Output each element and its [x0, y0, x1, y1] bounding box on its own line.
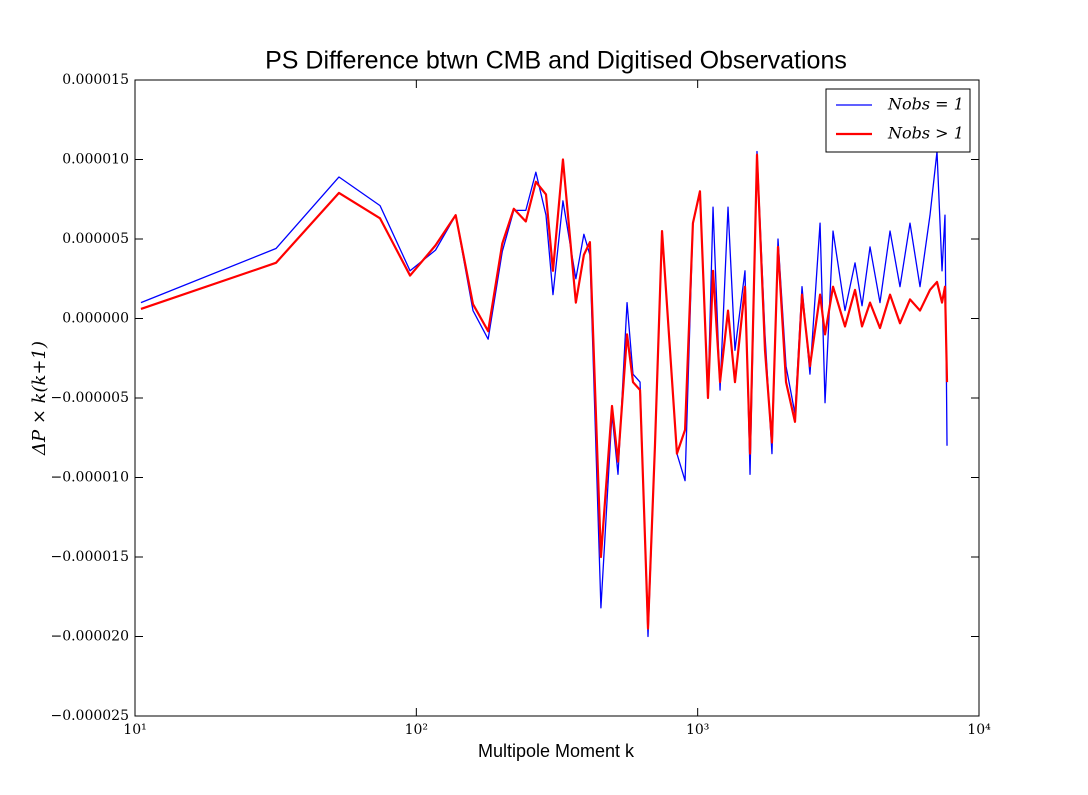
x-axis-label: Multipole Moment k: [478, 741, 635, 761]
y-tick-label: 0.000010: [62, 152, 129, 168]
y-tick-label: −0.000010: [50, 470, 129, 486]
x-tick-label: 10³: [686, 722, 709, 738]
y-axis-label: ΔP × k(k+1): [29, 341, 50, 456]
y-tick-label: −0.000025: [50, 708, 129, 724]
y-tick-label: 0.000005: [62, 231, 129, 247]
plot-frame: [134, 79, 980, 717]
x-tick-label: 10²: [405, 722, 428, 738]
y-tick-label: −0.000015: [50, 549, 129, 565]
y-tick-label: 0.000015: [62, 72, 129, 88]
x-tick-label: 10⁴: [967, 722, 991, 738]
legend-box: [825, 88, 971, 153]
x-tick-label: 10¹: [123, 722, 146, 738]
y-tick-label: −0.000005: [50, 390, 129, 406]
legend-label: Nobs > 1: [887, 124, 964, 143]
legend-label: Nobs = 1: [887, 95, 964, 114]
chart-title: PS Difference btwn CMB and Digitised Obs…: [265, 47, 847, 75]
y-tick-label: −0.000020: [50, 629, 129, 645]
series-line: [140, 153, 949, 630]
y-tick-label: 0.000000: [62, 311, 129, 327]
